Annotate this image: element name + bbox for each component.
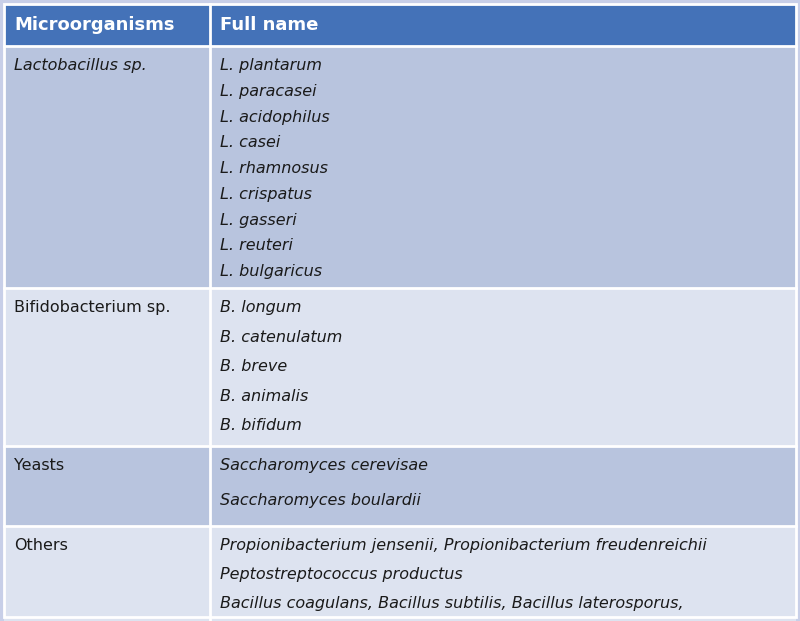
Text: L. crispatus: L. crispatus — [220, 187, 312, 202]
Text: Saccharomyces cerevisae: Saccharomyces cerevisae — [220, 458, 428, 473]
Text: Others: Others — [14, 538, 68, 553]
Text: L. paracasei: L. paracasei — [220, 84, 317, 99]
Text: Full name: Full name — [220, 16, 318, 34]
Bar — [4, 526, 796, 621]
Text: B. catenulatum: B. catenulatum — [220, 330, 342, 345]
Text: Bifidobacterium sp.: Bifidobacterium sp. — [14, 300, 170, 315]
Bar — [4, 4, 796, 46]
Text: L. bulgaricus: L. bulgaricus — [220, 264, 322, 279]
Text: Propionibacterium jensenii, Propionibacterium freudenreichii: Propionibacterium jensenii, Propionibact… — [220, 538, 706, 553]
Text: B. animalis: B. animalis — [220, 389, 308, 404]
Text: B. bifidum: B. bifidum — [220, 419, 302, 433]
Text: L. rhamnosus: L. rhamnosus — [220, 161, 328, 176]
Text: Peptostreptococcus productus: Peptostreptococcus productus — [220, 567, 462, 582]
Text: B. longum: B. longum — [220, 300, 302, 315]
Bar — [4, 288, 796, 446]
Text: Bacillus coagulans, Bacillus subtilis, Bacillus laterosporus,: Bacillus coagulans, Bacillus subtilis, B… — [220, 596, 683, 611]
Text: Yeasts: Yeasts — [14, 458, 64, 473]
Text: Lactobacillus sp.: Lactobacillus sp. — [14, 58, 146, 73]
Text: B. breve: B. breve — [220, 359, 287, 374]
Bar — [4, 446, 796, 526]
Text: Microorganisms: Microorganisms — [14, 16, 174, 34]
Text: L. acidophilus: L. acidophilus — [220, 109, 330, 125]
Text: L. gasseri: L. gasseri — [220, 212, 297, 228]
Bar — [4, 46, 796, 288]
Text: L. reuteri: L. reuteri — [220, 238, 293, 253]
Text: L. casei: L. casei — [220, 135, 280, 150]
Text: L. plantarum: L. plantarum — [220, 58, 322, 73]
Text: Saccharomyces boulardii: Saccharomyces boulardii — [220, 493, 421, 508]
